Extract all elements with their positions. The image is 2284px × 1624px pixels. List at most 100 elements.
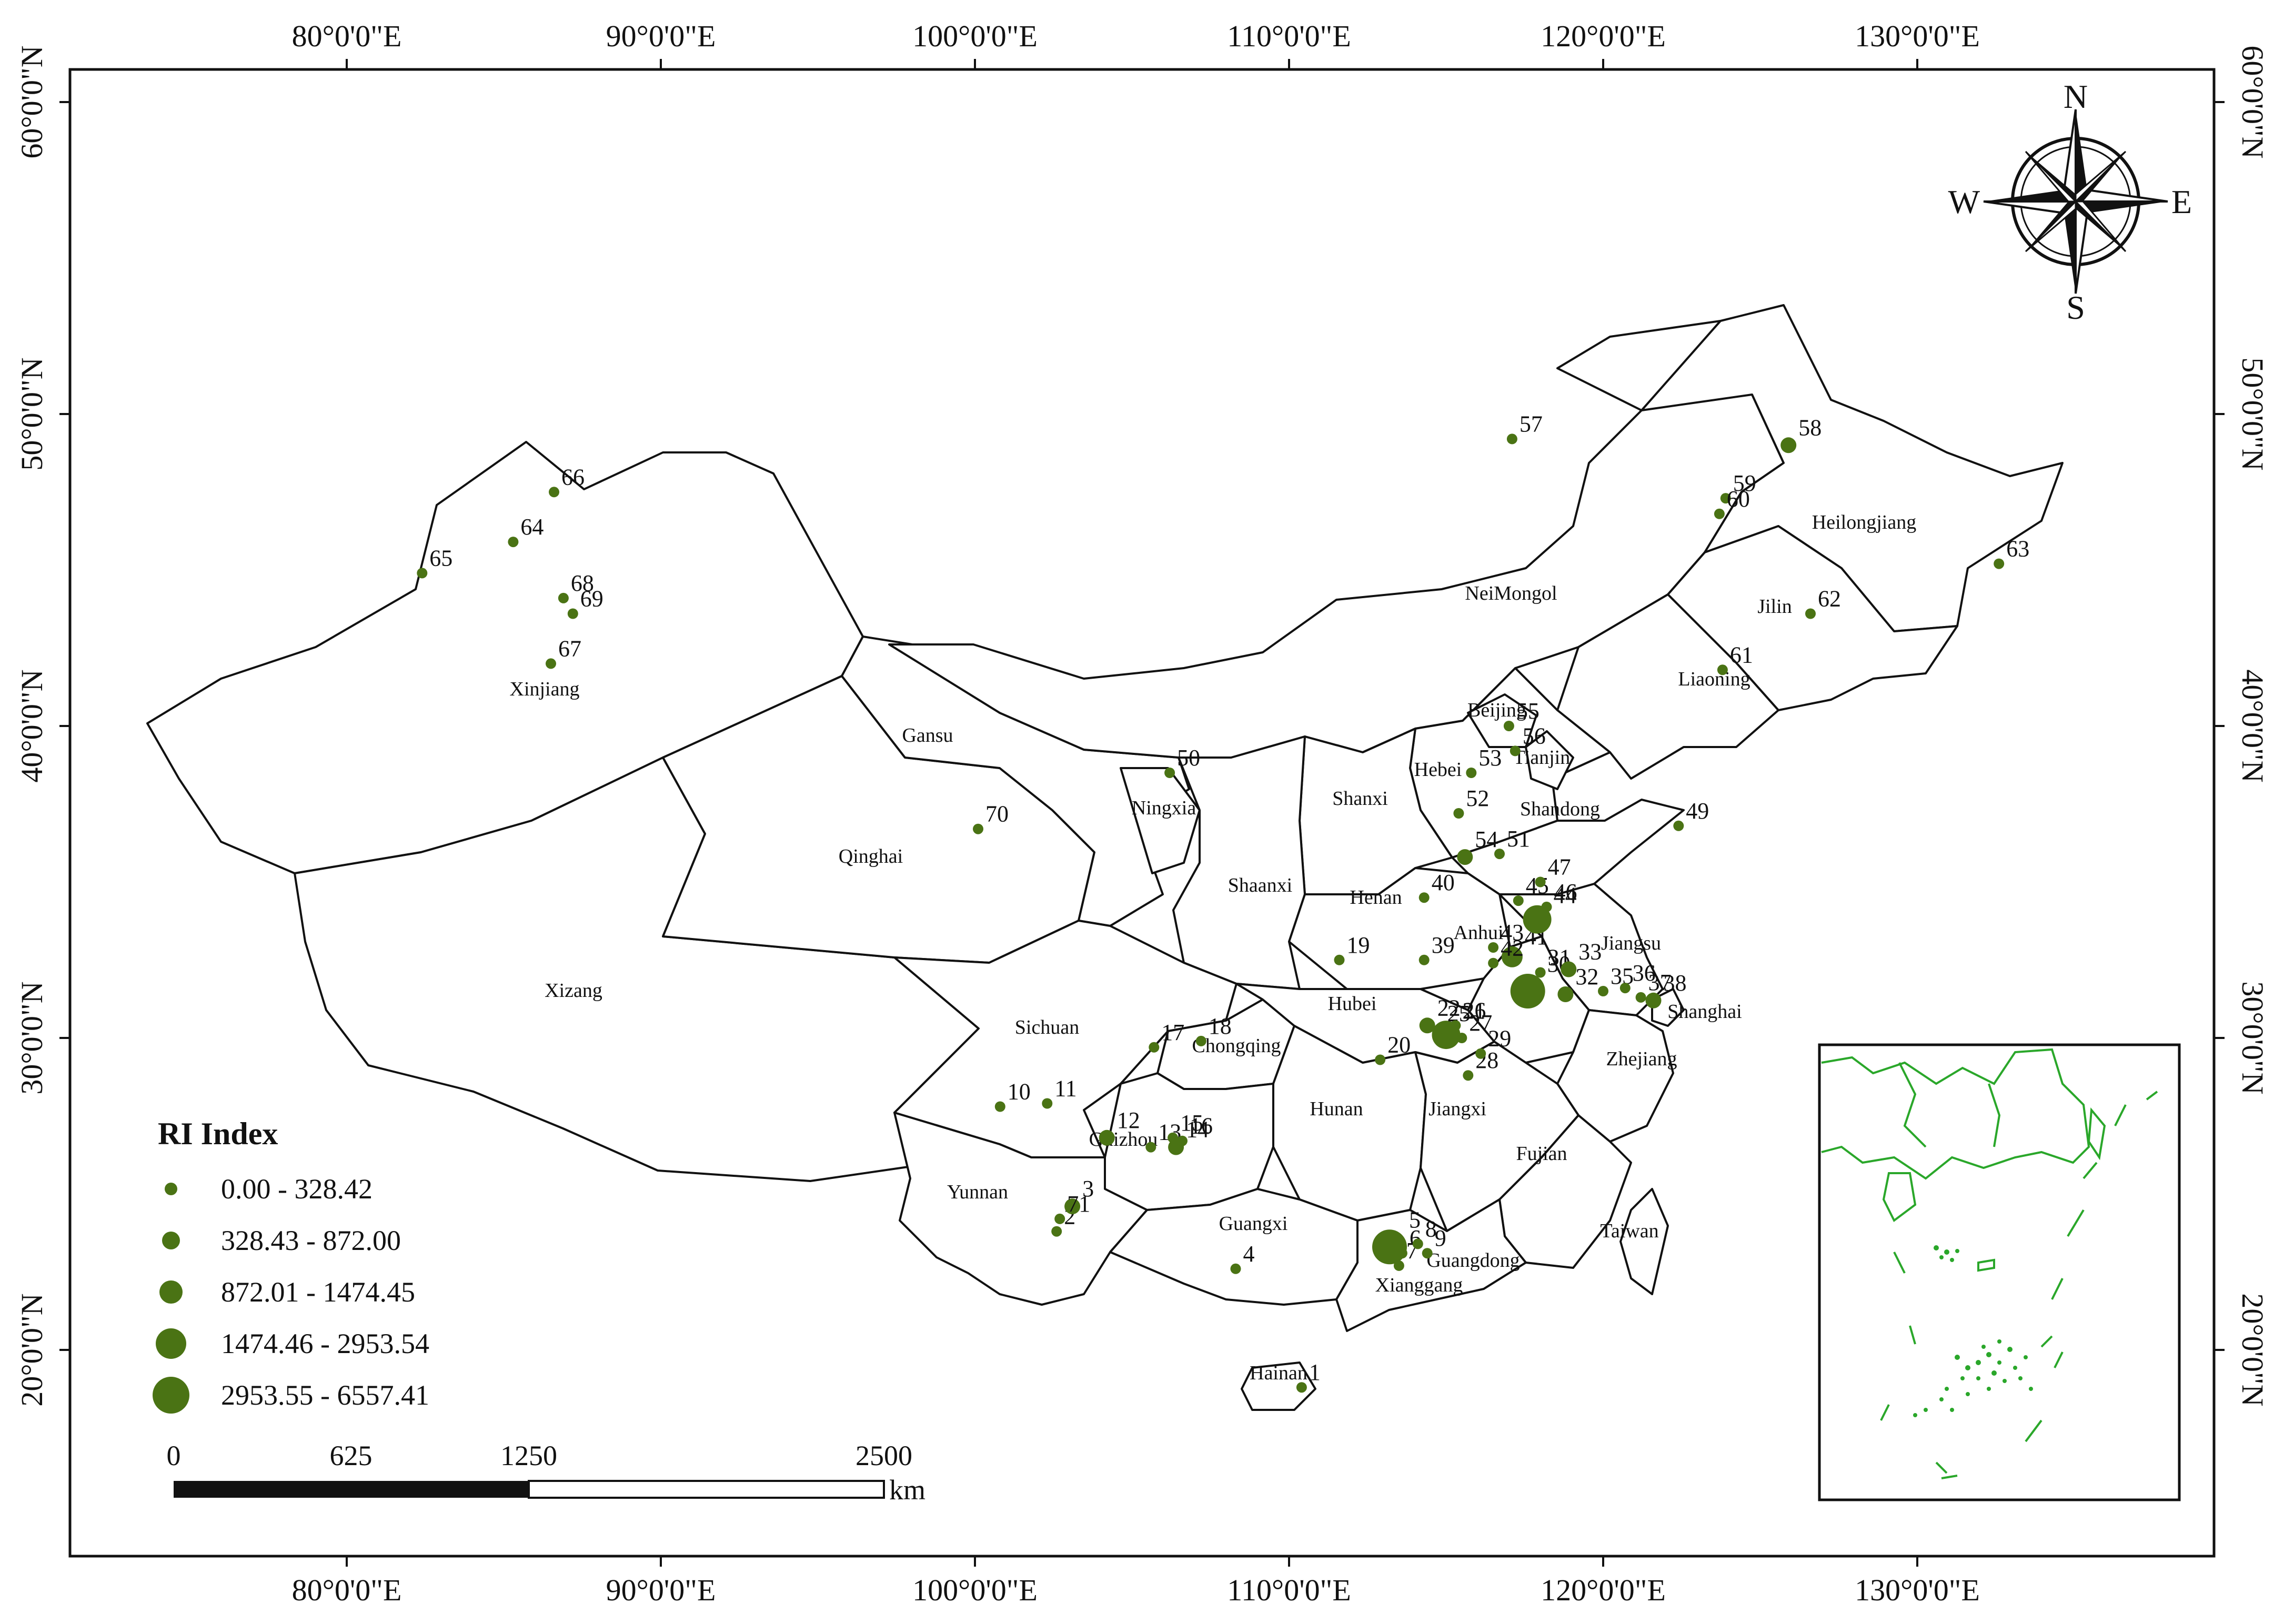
site-label: 57 (1520, 411, 1543, 437)
bottom-lon-label: 80°0'0"E (292, 1573, 402, 1607)
site-label: 15 (1180, 1110, 1203, 1136)
province-label: Ningxia (1132, 797, 1196, 819)
province-label: Hubei (1328, 993, 1377, 1015)
province-label: NeiMongol (1465, 582, 1557, 604)
site-marker (1042, 1098, 1053, 1109)
site-marker (1506, 433, 1517, 445)
site-label: 37 (1648, 970, 1672, 995)
site-label: 33 (1578, 939, 1602, 965)
site-label: 22 (1437, 995, 1461, 1021)
province-label: Gansu (902, 724, 953, 747)
site-label: 10 (1008, 1079, 1031, 1105)
site-marker (1177, 1135, 1188, 1146)
top-lon-label: 90°0'0"E (606, 19, 716, 53)
site-label: 4 (1243, 1241, 1255, 1267)
site-label: 5 (1409, 1207, 1421, 1233)
site-marker (1051, 1226, 1062, 1237)
compass-w: W (1948, 183, 1980, 220)
site-label: 70 (985, 801, 1009, 827)
site-label: 54 (1475, 826, 1498, 852)
site-marker (1434, 1023, 1445, 1034)
inset-islands (1913, 1245, 2033, 1417)
province-heilongjiang (1641, 304, 2064, 632)
legend-class-label: 872.01 - 1474.45 (221, 1276, 415, 1308)
site-marker (1393, 1260, 1404, 1271)
site-label: 50 (1177, 745, 1200, 771)
site-marker (1510, 745, 1521, 756)
site-label: 62 (1818, 586, 1841, 612)
site-marker (1453, 808, 1464, 819)
scale-segment-filled (174, 1481, 529, 1498)
compass-rose: N S E W (1948, 78, 2192, 326)
province-boundaries (146, 304, 2064, 1411)
right-lat-label: 30°0'0"N (2236, 981, 2270, 1094)
site-marker (1372, 1229, 1407, 1265)
site-marker (1099, 1129, 1115, 1146)
site-marker (1714, 508, 1725, 519)
site-marker (1780, 437, 1797, 453)
site-label: 19 (1347, 932, 1370, 958)
site-marker (1450, 1020, 1461, 1031)
site-label: 11 (1054, 1076, 1076, 1102)
site-label: 12 (1117, 1107, 1140, 1133)
site-label: 17 (1161, 1020, 1184, 1045)
province-label: Xianggang (1375, 1274, 1463, 1296)
compass-s: S (2066, 289, 2085, 326)
province-label: Shanghai (1667, 1001, 1742, 1023)
scale-segment-empty (528, 1480, 885, 1499)
site-label: 52 (1466, 785, 1489, 811)
top-lon-label: 80°0'0"E (292, 19, 402, 53)
scale-unit: km (889, 1474, 925, 1506)
site-marker (1557, 986, 1574, 1002)
site-marker (1523, 905, 1552, 934)
province-label: Qinghai (839, 845, 903, 868)
bottom-lon-label: 100°0'0"E (912, 1573, 1038, 1607)
site-label: 43 (1501, 920, 1524, 945)
map-frame (68, 68, 2216, 1558)
site-marker (1145, 1142, 1156, 1153)
province-label: Xizang (545, 980, 602, 1002)
left-axis-labels: 60°0'0"N 50°0'0"N 40°0'0"N 30°0'0"N 20°0… (15, 45, 49, 1406)
site-label: 51 (1507, 826, 1530, 852)
bottom-lon-label: 120°0'0"E (1541, 1573, 1666, 1607)
site-label: 18 (1209, 1013, 1232, 1039)
top-lon-label: 100°0'0"E (912, 19, 1038, 53)
site-label: 42 (1501, 935, 1524, 961)
site-marker (1503, 721, 1514, 731)
site-label: 39 (1432, 932, 1455, 958)
site-marker (567, 608, 578, 619)
left-lat-label: 60°0'0"N (15, 45, 49, 158)
site-label: 69 (580, 586, 603, 612)
province-label: Beijing (1467, 699, 1526, 721)
province-label: Liaoning (1678, 668, 1750, 690)
site-marker (1535, 967, 1546, 978)
site-label: 20 (1387, 1032, 1411, 1058)
legend-class-label: 1474.46 - 2953.54 (221, 1328, 429, 1359)
site-label: 21 (1463, 998, 1486, 1024)
legend-class-label: 0.00 - 328.42 (221, 1173, 373, 1205)
province-label: Fujian (1516, 1143, 1567, 1165)
site-marker (1994, 558, 2005, 569)
province-label: Chongqing (1192, 1035, 1281, 1057)
site-marker (1463, 1070, 1474, 1081)
site-marker (1064, 1198, 1081, 1215)
legend-symbols (153, 1183, 189, 1414)
site-label: 32 (1575, 964, 1598, 990)
left-lat-label: 40°0'0"N (15, 669, 49, 782)
site-marker (1168, 1132, 1179, 1143)
top-lon-label: 130°0'0"E (1855, 19, 1980, 53)
province-label: Jiangsu (1601, 932, 1661, 954)
scale-tick-label: 625 (330, 1440, 373, 1471)
site-marker (1375, 1054, 1386, 1065)
scale-tick-label: 2500 (856, 1440, 912, 1471)
province-label: Henan (1350, 886, 1402, 909)
site-marker (1488, 942, 1499, 953)
site-label: 49 (1686, 798, 1709, 824)
site-marker (1419, 1017, 1435, 1034)
province-label: Shanxi (1332, 788, 1388, 810)
site-marker (1720, 493, 1731, 504)
site-marker (1456, 1033, 1467, 1043)
site-marker (1296, 1382, 1307, 1393)
site-marker (1561, 961, 1577, 977)
